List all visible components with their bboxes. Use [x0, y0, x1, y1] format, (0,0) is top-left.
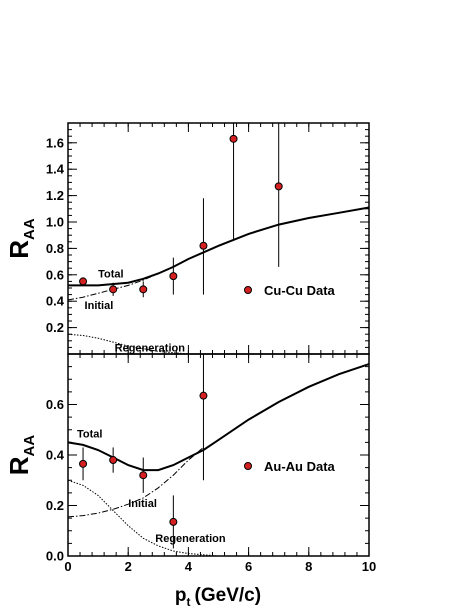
curve-annotation: Regeneration — [115, 342, 186, 354]
y-tick-label: 1.6 — [46, 135, 64, 150]
curve-annotation: Total — [77, 428, 102, 440]
panel-au-au: 0.0 0.2 0.4 0.6 0 2 4 6 8 10 Total Initial Regenera… — [4, 353, 376, 609]
x-tick-label: 0 — [64, 559, 71, 574]
y-tick-label: 1.4 — [46, 162, 65, 177]
curve-annotation: Total — [98, 268, 123, 280]
data-point — [169, 272, 178, 281]
x-tick-label: 8 — [305, 559, 312, 574]
y-axis-label: RAA — [4, 435, 38, 476]
panel-cu-cu: 0.2 0.4 0.6 0.8 1.0 1.2 1.4 1.6 Total Initial Reg… — [4, 122, 370, 355]
curve-annotation: Initial — [85, 300, 114, 312]
data-point — [79, 459, 88, 468]
x-axis-label-main: p — [175, 585, 187, 606]
y-tick-label: 0.0 — [46, 549, 64, 564]
data-point — [79, 277, 88, 286]
data-point — [109, 456, 118, 465]
y-tick-label: 0.4 — [46, 448, 65, 463]
curve-total — [67, 363, 370, 472]
data-point — [229, 134, 238, 143]
y-tick-label: 0.8 — [46, 241, 64, 256]
legend-cu-cu: Cu-Cu Data — [244, 283, 336, 298]
y-tick-label: 0.2 — [46, 498, 64, 513]
curve-annotation: Regeneration — [155, 533, 226, 545]
data-point — [274, 182, 283, 191]
legend-label: Cu-Cu Data — [264, 283, 336, 298]
y-tick-label: 1.0 — [46, 215, 64, 230]
x-tick-label: 6 — [245, 559, 252, 574]
x-tick-label: 10 — [362, 559, 376, 574]
legend-marker — [244, 286, 252, 294]
plot-frame-top — [67, 122, 370, 355]
legend-label: Au-Au Data — [264, 459, 336, 474]
curve-regeneration — [67, 479, 219, 557]
curve-total — [68, 206, 370, 287]
x-axis-label: pt (GeV/c) — [175, 585, 261, 609]
curve-regeneration — [67, 333, 189, 355]
curve-initial — [67, 447, 204, 518]
y-tick-label: 1.2 — [46, 188, 64, 203]
x-tick-label: 4 — [185, 559, 193, 574]
data-point — [109, 285, 118, 294]
x-tick-label: 2 — [125, 559, 132, 574]
data-point — [199, 391, 208, 400]
y-tick-label: 0.4 — [46, 294, 65, 309]
y-axis-label: RAA — [4, 218, 38, 259]
legend-marker — [244, 462, 252, 470]
y-tick-label: 0.6 — [46, 267, 64, 282]
data-point — [199, 241, 208, 250]
y-axis-label-main: R — [4, 240, 34, 259]
y-tick-label: 0.2 — [46, 320, 64, 335]
y-axis-label-sub: AA — [21, 435, 38, 457]
data-point — [169, 517, 178, 526]
data-point — [139, 471, 148, 480]
x-axis-label-sub: t — [187, 595, 191, 609]
legend-au-au: Au-Au Data — [244, 459, 336, 474]
y-axis-label-main: R — [4, 456, 34, 475]
x-axis-label-unit: (GeV/c) — [195, 585, 262, 606]
data-point — [139, 285, 148, 294]
y-tick-label: 0.6 — [46, 397, 64, 412]
y-axis-label-sub: AA — [21, 218, 38, 240]
curve-annotation: Initial — [128, 498, 157, 510]
